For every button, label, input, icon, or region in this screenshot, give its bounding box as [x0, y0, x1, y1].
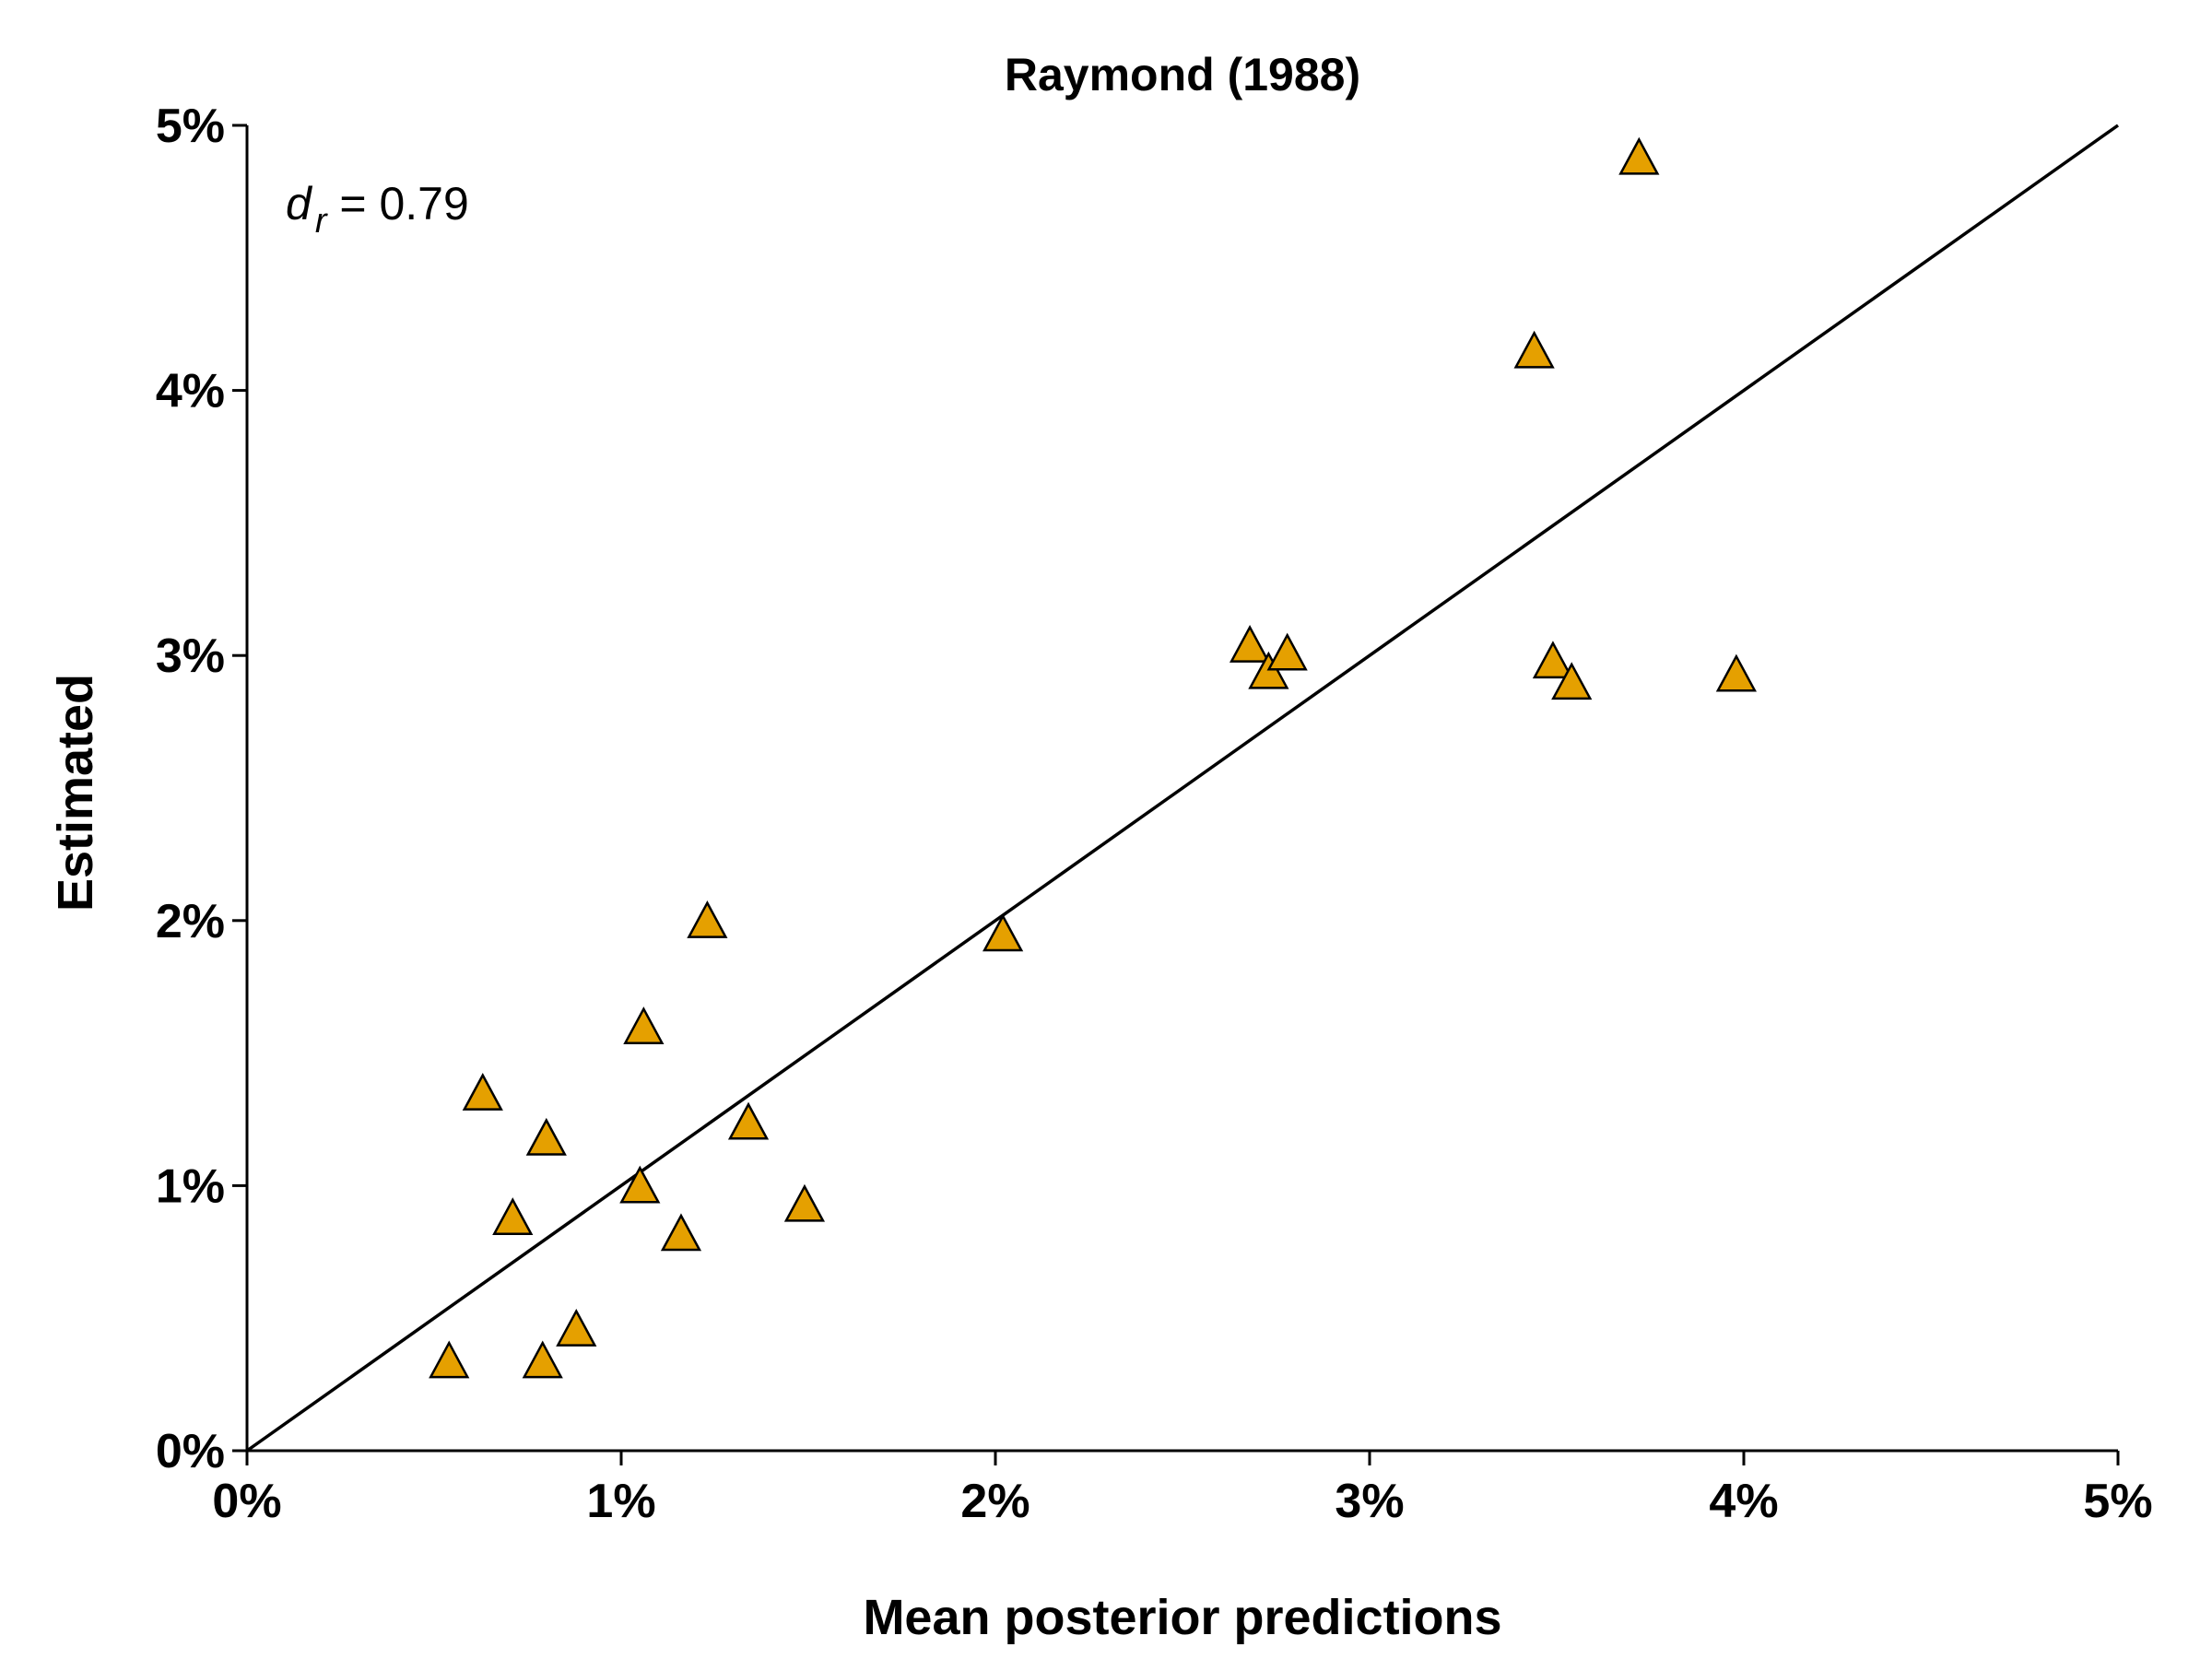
data-point-triangle: [492, 1197, 534, 1236]
identity-reference-line: [245, 124, 2120, 1453]
y-tick-label: 2%: [156, 895, 225, 948]
y-tick-label: 3%: [156, 629, 225, 683]
data-point-triangle: [525, 1117, 567, 1156]
data-point-triangle: [556, 1308, 597, 1347]
data-point-triangle: [429, 1340, 470, 1379]
data-point-triangle: [1618, 136, 1660, 175]
y-tick-label: 1%: [156, 1159, 225, 1213]
y-tick-label: 0%: [156, 1425, 225, 1478]
dr-equals: =: [326, 178, 379, 229]
data-point-triangle: [687, 900, 728, 938]
data-point-triangle: [522, 1340, 563, 1379]
data-points: [429, 136, 1757, 1379]
x-axis: 0% 1% 2% 3% 4% 5%: [212, 1449, 2153, 1528]
y-axis-label: Estimated: [48, 674, 103, 912]
data-point-triangle: [783, 1183, 826, 1222]
data-point-triangle: [619, 1165, 661, 1204]
chart-title: Raymond (1988): [1005, 49, 1360, 100]
x-tick-label: 4%: [1709, 1475, 1778, 1528]
data-point-triangle: [727, 1101, 770, 1140]
data-point-triangle: [1715, 653, 1757, 692]
y-tick-label: 4%: [156, 365, 225, 418]
y-axis: 0% 1% 2% 3% 4% 5%: [156, 100, 249, 1478]
dr-subscript: r: [315, 202, 328, 241]
data-point-triangle: [1229, 624, 1271, 663]
data-point-triangle: [1248, 651, 1289, 689]
x-tick-label: 0%: [212, 1475, 281, 1528]
dr-value: 0.79: [379, 178, 468, 229]
data-point-triangle: [1266, 632, 1308, 671]
data-point-triangle: [660, 1213, 702, 1252]
x-tick-label: 5%: [2083, 1475, 2152, 1528]
dr-symbol: d: [286, 178, 313, 229]
x-tick-label: 1%: [586, 1475, 655, 1528]
y-tick-label: 5%: [156, 100, 225, 153]
data-point-triangle: [623, 1006, 665, 1044]
data-point-triangle: [1551, 662, 1593, 700]
data-point-triangle: [1532, 641, 1574, 679]
data-point-triangle: [982, 913, 1024, 952]
x-axis-label: Mean posterior predictions: [863, 1590, 1501, 1645]
x-tick-label: 2%: [960, 1475, 1030, 1528]
x-tick-label: 3%: [1335, 1475, 1404, 1528]
data-point-triangle: [1513, 330, 1555, 369]
data-point-triangle: [462, 1072, 503, 1111]
